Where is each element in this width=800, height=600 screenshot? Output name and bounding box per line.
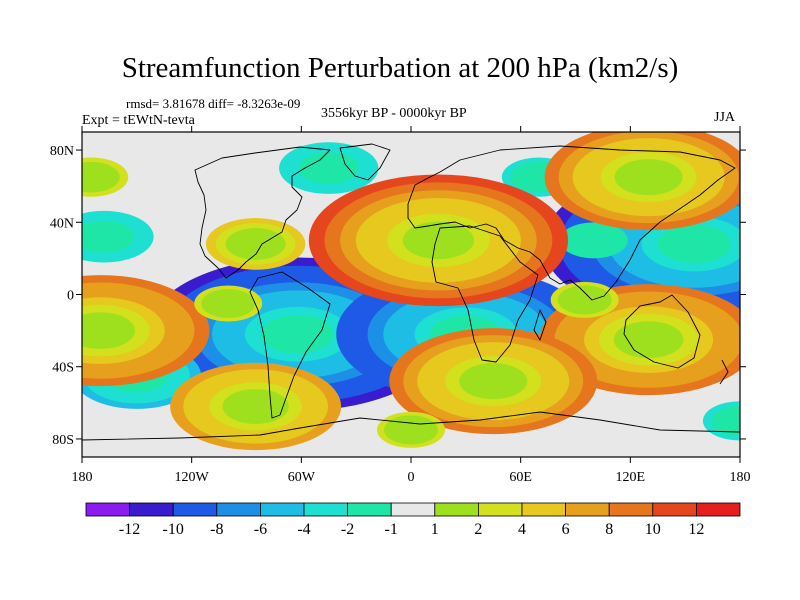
colorbar-label: -6 bbox=[254, 521, 267, 538]
lon-tick-label: 60W bbox=[288, 470, 316, 485]
colorbar: -12 -10 -8 -6 -4 -2 -1 1 2 4 6 8 10 12 bbox=[85, 502, 741, 538]
colorbar-label: -12 bbox=[119, 521, 140, 538]
lon-tick-label: 120E bbox=[616, 470, 646, 485]
coastlines bbox=[82, 143, 740, 441]
north-america-coast bbox=[194, 146, 331, 279]
field-anomaly bbox=[550, 281, 619, 318]
colorbar-swatch bbox=[347, 502, 392, 517]
stats-line: rmsd= 3.81678 diff= -8.3263e-09 bbox=[126, 96, 301, 111]
colorbar-label: -2 bbox=[341, 521, 354, 538]
field-anomaly bbox=[205, 218, 306, 270]
lat-tick-label: 0 bbox=[67, 289, 74, 304]
eurasia-coast bbox=[407, 145, 736, 301]
colorbar-label: 8 bbox=[605, 521, 613, 538]
contour-band bbox=[657, 224, 731, 264]
lat-tick-label: 40N bbox=[50, 216, 74, 231]
lat-tick-label: 40S bbox=[52, 361, 74, 376]
lat-tick-label: 80S bbox=[52, 433, 74, 448]
contour-band bbox=[402, 221, 475, 260]
colorbar-swatch bbox=[521, 502, 566, 517]
lat-tick-label: 80N bbox=[50, 144, 74, 159]
lon-tick-label: 120W bbox=[175, 470, 210, 485]
lon-tick-label: 180 bbox=[730, 470, 751, 485]
colorbar-label: 6 bbox=[562, 521, 570, 538]
contour-band bbox=[82, 312, 136, 350]
period-label: 3556kyr BP - 0000kyr BP bbox=[321, 106, 467, 121]
experiment-label: Expt = tEWtN-tevta bbox=[82, 113, 195, 128]
colorbar-swatch bbox=[434, 502, 479, 517]
field-anomaly bbox=[702, 401, 740, 441]
field-anomaly bbox=[544, 132, 740, 231]
contour-band bbox=[82, 161, 120, 193]
south-america-coast bbox=[249, 271, 331, 419]
contour-band bbox=[557, 285, 612, 315]
contour-band bbox=[459, 363, 528, 400]
contour-field bbox=[82, 132, 740, 457]
field-anomaly bbox=[82, 210, 154, 263]
contour-band bbox=[613, 321, 684, 359]
colorbar-label: 2 bbox=[474, 521, 482, 538]
colorbar-label: -4 bbox=[297, 521, 310, 538]
lon-tick-label: 60E bbox=[509, 470, 532, 485]
colorbar-label: 1 bbox=[431, 521, 439, 538]
field-anomaly bbox=[194, 285, 263, 322]
colorbar-swatch bbox=[303, 502, 348, 517]
colorbar-label: -8 bbox=[210, 521, 223, 538]
greenland-coast bbox=[339, 143, 391, 181]
colorbar-swatch bbox=[216, 502, 261, 517]
field-anomaly bbox=[559, 222, 628, 259]
contour-band bbox=[222, 388, 289, 424]
map-axes: 80N 40N 0 40S 80S 180 120W 60W 0 60E 120E 180 bbox=[50, 126, 751, 485]
contour-band bbox=[261, 315, 335, 354]
colorbar-swatch bbox=[608, 502, 654, 517]
contour-band bbox=[82, 220, 134, 253]
colorbar-swatch bbox=[85, 502, 130, 517]
field-anomaly bbox=[308, 174, 569, 307]
colorbar-label: -1 bbox=[385, 521, 398, 538]
season-label: JJA bbox=[714, 110, 736, 125]
lon-tick-label: 0 bbox=[408, 470, 415, 485]
contour-band bbox=[566, 225, 621, 255]
australia-coast bbox=[623, 294, 701, 369]
africa-coast bbox=[431, 225, 539, 363]
colorbar-swatch bbox=[259, 502, 305, 517]
contour-band bbox=[711, 405, 740, 437]
colorbar-swatch bbox=[129, 502, 174, 517]
colorbar-swatch bbox=[652, 502, 697, 517]
colorbar-swatch bbox=[390, 502, 436, 517]
colorbar-swatch bbox=[565, 502, 610, 517]
lon-tick-label: 180 bbox=[72, 470, 93, 485]
contour-band bbox=[298, 152, 359, 185]
field-anomaly bbox=[389, 328, 598, 435]
contour-band bbox=[614, 159, 683, 196]
field-anomaly bbox=[377, 411, 445, 448]
colorbar-label: 12 bbox=[688, 521, 704, 538]
colorbar-label: 4 bbox=[518, 521, 526, 538]
field-anomaly bbox=[279, 142, 379, 194]
plot-title: Streamfunction Perturbation at 200 hPa (… bbox=[121, 52, 679, 84]
colorbar-label: -10 bbox=[163, 521, 184, 538]
madagascar-coast bbox=[533, 309, 547, 341]
new-zealand-coast bbox=[719, 359, 729, 385]
colorbar-swatch bbox=[696, 502, 741, 517]
contour-band bbox=[225, 228, 286, 260]
antarctica-coast bbox=[82, 411, 740, 441]
contour-band bbox=[384, 415, 438, 445]
field-anomaly bbox=[82, 157, 129, 197]
contour-band bbox=[201, 289, 256, 319]
field-anomaly bbox=[82, 275, 210, 387]
colorbar-swatch bbox=[477, 502, 523, 517]
colorbar-label: 10 bbox=[645, 521, 661, 538]
colorbar-swatch bbox=[172, 502, 218, 517]
